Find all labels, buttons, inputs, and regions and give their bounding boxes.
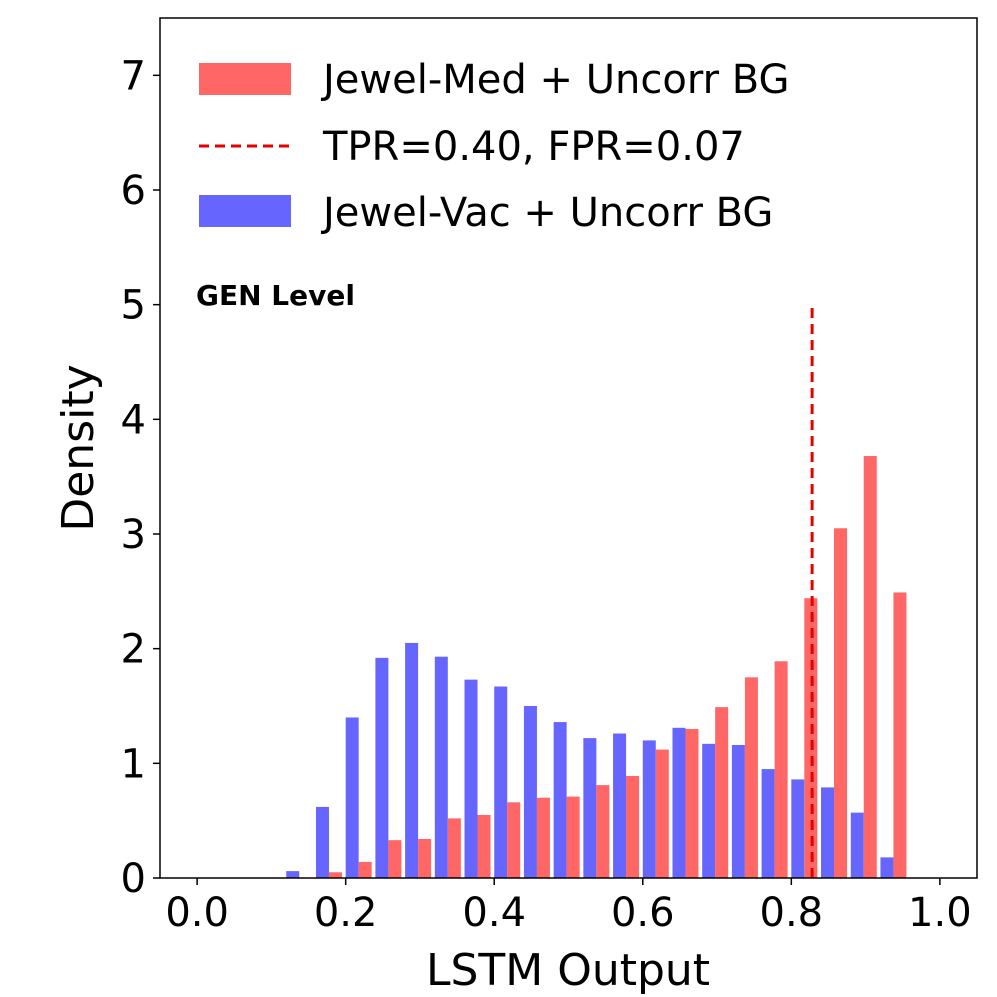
bar-med-16 [685, 728, 699, 878]
bar-vac-18 [731, 744, 745, 878]
bar-med-14 [626, 775, 640, 878]
axes-frame [159, 17, 978, 879]
bar-med-18 [744, 677, 758, 878]
bar-med-11 [536, 797, 550, 878]
x-tick-label-1: 0.2 [314, 890, 378, 936]
y-tick-label-5: 5 [121, 283, 146, 329]
bar-med-20 [804, 598, 818, 878]
bar-med-5 [358, 861, 372, 878]
bar-vac-10 [494, 686, 508, 878]
bar-vac-16 [672, 727, 686, 878]
legend-label-threshold: TPR=0.40, FPR=0.07 [322, 124, 745, 170]
y-tick-label-6: 6 [121, 168, 146, 214]
bar-med-9 [477, 814, 491, 878]
bar-vac-19 [761, 769, 775, 878]
bar-vac-14 [613, 733, 627, 878]
bar-vac-9 [464, 679, 478, 878]
x-tick-label-5: 1.0 [908, 890, 972, 936]
legend-label-jewel-med: Jewel-Med + Uncorr BG [320, 57, 789, 103]
y-tick-label-2: 2 [121, 627, 146, 673]
bar-med-12 [566, 796, 580, 878]
bar-vac-21 [821, 787, 835, 878]
y-tick-label-7: 7 [121, 53, 146, 99]
bar-vac-12 [553, 722, 567, 878]
bar-med-15 [655, 749, 669, 878]
gen-level-annotation: GEN Level [196, 279, 355, 312]
bar-med-13 [596, 785, 610, 878]
bar-med-23 [893, 592, 907, 878]
x-axis-ticks: 0.0 0.2 0.4 0.6 0.8 1.0 [165, 878, 972, 936]
x-axis-label: LSTM Output [426, 945, 710, 996]
y-tick-label-3: 3 [121, 512, 146, 558]
x-tick-label-2: 0.4 [462, 890, 526, 936]
y-tick-label-4: 4 [121, 397, 146, 443]
bar-med-6 [388, 840, 402, 878]
bar-vac-4 [315, 806, 329, 878]
bar-vac-5 [345, 717, 359, 878]
bar-med-10 [507, 802, 521, 878]
bar-vac-7 [405, 642, 419, 878]
bars-layer [286, 456, 907, 878]
bar-med-22 [863, 456, 877, 878]
bar-vac-17 [702, 743, 716, 878]
bar-med-4 [328, 872, 342, 878]
bar-med-7 [418, 839, 432, 878]
legend-swatch-jewel-vac [199, 195, 291, 227]
x-tick-label-0: 0.0 [165, 890, 229, 936]
bar-vac-6 [375, 657, 389, 878]
bar-vac-13 [583, 738, 597, 878]
bar-vac-20 [791, 779, 805, 878]
y-tick-label-1: 1 [121, 741, 146, 787]
bar-vac-3 [286, 871, 300, 878]
bar-vac-23 [880, 857, 894, 878]
bar-med-17 [715, 707, 729, 878]
bar-med-19 [774, 661, 788, 878]
legend: Jewel-Med + Uncorr BG TPR=0.40, FPR=0.07… [199, 57, 789, 236]
y-axis-label: Density [53, 364, 104, 531]
bar-vac-8 [434, 656, 448, 878]
bar-med-21 [834, 528, 848, 878]
y-tick-label-0: 0 [121, 856, 146, 902]
bar-vac-11 [523, 706, 537, 878]
bar-vac-15 [642, 740, 656, 878]
y-axis-ticks: 0 1 2 3 4 5 6 7 [121, 53, 160, 902]
bar-vac-22 [850, 812, 864, 878]
x-tick-label-3: 0.6 [611, 890, 675, 936]
legend-label-jewel-vac: Jewel-Vac + Uncorr BG [320, 190, 773, 236]
bar-med-8 [447, 818, 461, 878]
legend-swatch-jewel-med [199, 63, 291, 95]
x-tick-label-4: 0.8 [760, 890, 824, 936]
